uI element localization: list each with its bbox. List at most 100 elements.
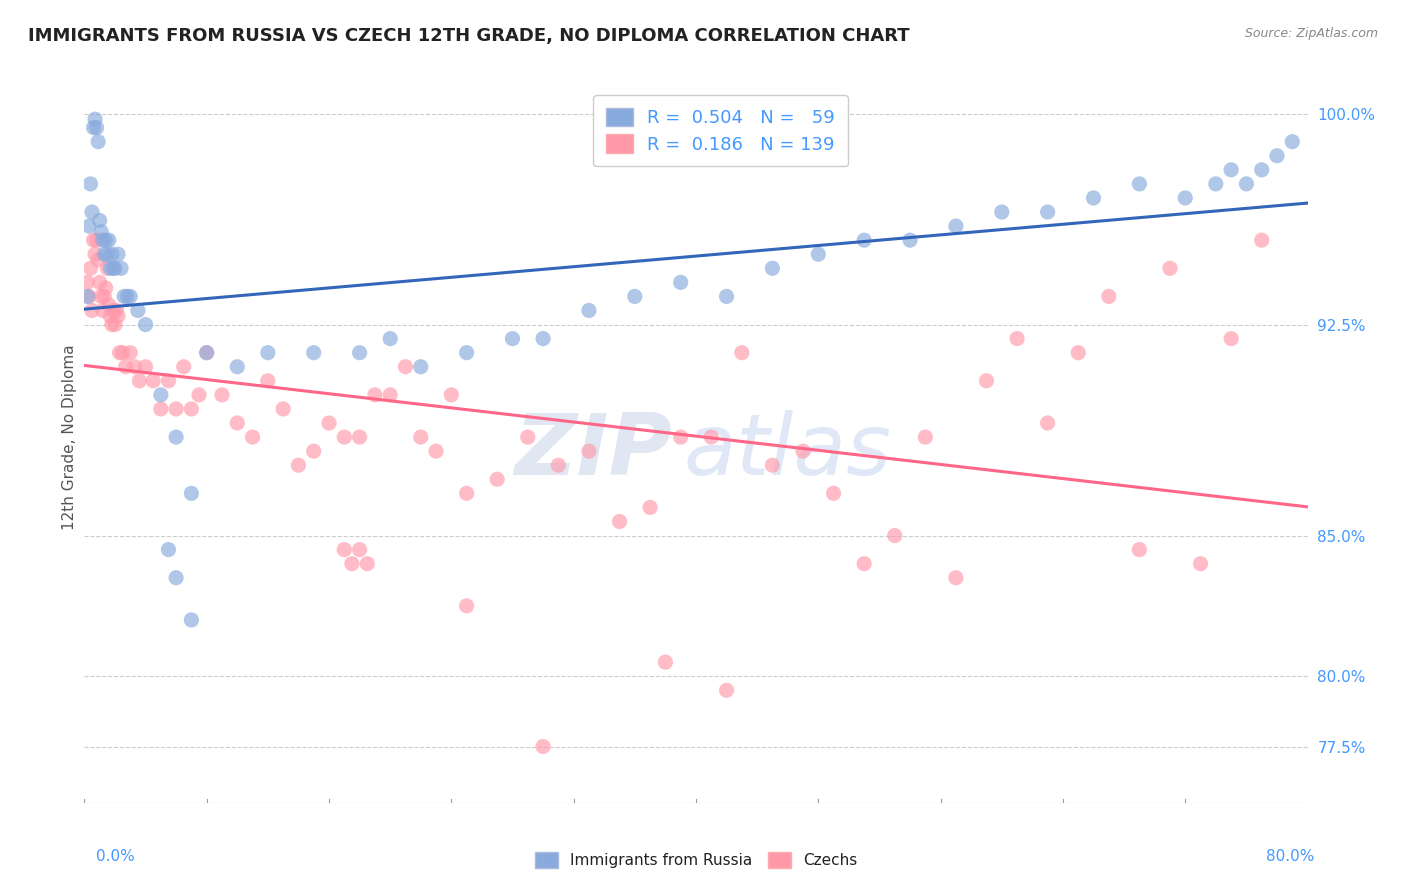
- Point: [96, 261, 118, 276]
- Point: [93, 247, 115, 261]
- Point: [380, 388, 402, 402]
- Point: [271, 401, 294, 416]
- Point: [96, 247, 118, 261]
- Point: [77, 219, 100, 233]
- Point: [716, 289, 738, 303]
- Point: [318, 416, 340, 430]
- Point: [898, 233, 921, 247]
- Point: [731, 345, 754, 359]
- Point: [108, 345, 131, 359]
- Point: [104, 261, 127, 276]
- Point: [76, 276, 98, 290]
- Point: [1220, 332, 1243, 346]
- Point: [1067, 345, 1090, 359]
- Text: ZIP: ZIP: [513, 410, 672, 493]
- Point: [356, 557, 378, 571]
- Point: [669, 430, 692, 444]
- Point: [456, 345, 478, 359]
- Point: [257, 374, 280, 388]
- Point: [142, 374, 165, 388]
- Text: Source: ZipAtlas.com: Source: ZipAtlas.com: [1244, 27, 1378, 40]
- Point: [578, 444, 600, 458]
- Point: [287, 458, 309, 473]
- Point: [1036, 205, 1059, 219]
- Point: [638, 500, 661, 515]
- Legend: Immigrants from Russia, Czechs: Immigrants from Russia, Czechs: [527, 845, 865, 876]
- Point: [83, 120, 105, 135]
- Point: [1159, 261, 1181, 276]
- Point: [425, 444, 447, 458]
- Point: [547, 458, 569, 473]
- Point: [226, 416, 249, 430]
- Point: [302, 345, 325, 359]
- Point: [624, 289, 647, 303]
- Point: [1098, 289, 1121, 303]
- Point: [120, 289, 142, 303]
- Point: [409, 430, 432, 444]
- Point: [195, 345, 218, 359]
- Point: [945, 219, 967, 233]
- Point: [180, 401, 202, 416]
- Point: [853, 233, 876, 247]
- Point: [1236, 177, 1258, 191]
- Point: [76, 289, 98, 303]
- Point: [188, 388, 211, 402]
- Point: [89, 276, 111, 290]
- Point: [180, 613, 202, 627]
- Point: [79, 261, 101, 276]
- Point: [89, 213, 111, 227]
- Text: 0.0%: 0.0%: [96, 849, 135, 864]
- Point: [531, 739, 554, 754]
- Point: [1005, 332, 1028, 346]
- Point: [120, 345, 142, 359]
- Point: [364, 388, 387, 402]
- Point: [195, 345, 218, 359]
- Point: [761, 261, 783, 276]
- Point: [93, 289, 115, 303]
- Point: [149, 401, 172, 416]
- Point: [761, 458, 783, 473]
- Point: [165, 430, 187, 444]
- Point: [124, 359, 146, 374]
- Point: [80, 205, 103, 219]
- Point: [86, 120, 108, 135]
- Point: [991, 205, 1014, 219]
- Point: [333, 542, 356, 557]
- Point: [114, 359, 136, 374]
- Point: [87, 135, 110, 149]
- Text: atlas: atlas: [683, 410, 891, 493]
- Point: [111, 345, 134, 359]
- Point: [914, 430, 936, 444]
- Point: [101, 247, 124, 261]
- Point: [853, 557, 876, 571]
- Point: [516, 430, 538, 444]
- Point: [173, 359, 195, 374]
- Point: [1174, 191, 1197, 205]
- Point: [157, 542, 180, 557]
- Point: [87, 252, 110, 267]
- Point: [211, 388, 233, 402]
- Point: [84, 247, 107, 261]
- Point: [105, 303, 128, 318]
- Point: [91, 233, 114, 247]
- Point: [1205, 177, 1227, 191]
- Point: [502, 332, 524, 346]
- Point: [792, 444, 814, 458]
- Point: [823, 486, 845, 500]
- Point: [149, 388, 172, 402]
- Point: [97, 298, 120, 312]
- Point: [80, 303, 103, 318]
- Point: [107, 247, 129, 261]
- Point: [333, 430, 356, 444]
- Point: [84, 112, 107, 127]
- Point: [1265, 149, 1288, 163]
- Point: [90, 289, 112, 303]
- Point: [700, 430, 723, 444]
- Point: [669, 276, 692, 290]
- Point: [456, 599, 478, 613]
- Point: [94, 281, 117, 295]
- Point: [101, 318, 124, 332]
- Point: [440, 388, 463, 402]
- Point: [79, 177, 101, 191]
- Point: [98, 261, 121, 276]
